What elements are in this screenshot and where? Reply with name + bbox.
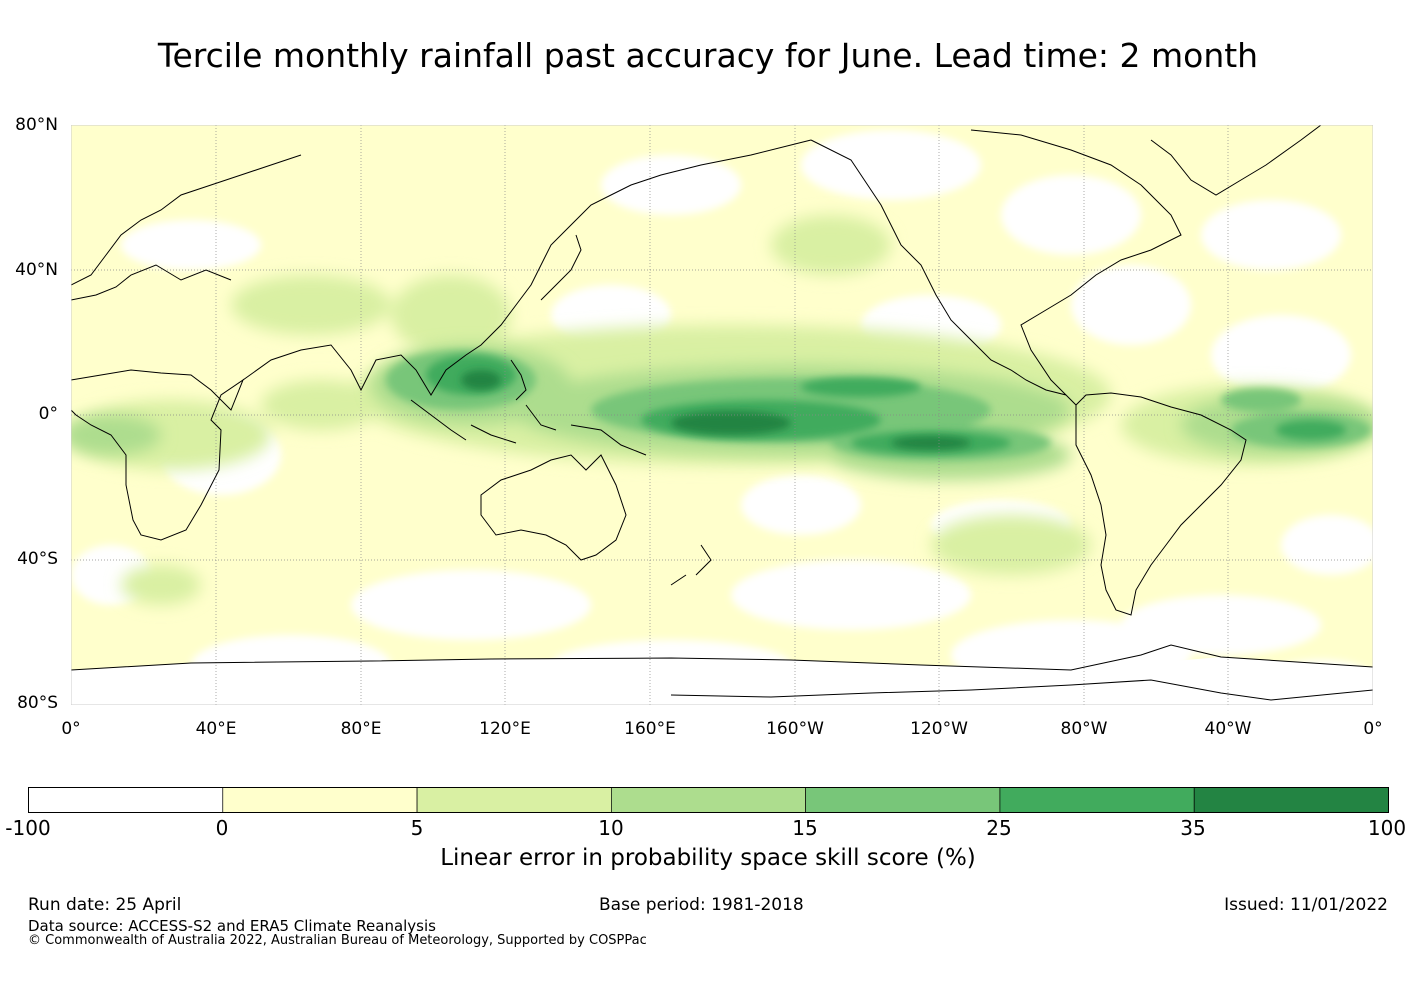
map-title: Tercile monthly rainfall past accuracy f… [157,36,1259,75]
lon-label-80e: 80°E [340,719,382,739]
colorbar-swatch [999,787,1195,813]
lat-label-80n: 80°N [15,115,58,135]
copyright: © Commonwealth of Australia 2022, Austra… [28,933,647,948]
antarctica-area [71,657,1373,705]
lon-label-80w: 80°W [1060,719,1108,739]
philippines-coast [510,359,527,401]
colorbar-tick: 5 [410,816,424,840]
lon-label-120w: 120°W [910,719,968,739]
lat-label-80s: 80°S [17,693,58,713]
coastlines [71,125,1373,701]
greenland-coast [1150,125,1322,196]
japan-coast [540,234,582,301]
lon-label-40e: 40°E [195,719,237,739]
data-source: Data source: ACCESS-S2 and ERA5 Climate … [28,917,436,935]
run-date: Run date: 25 April [28,895,182,915]
new-zealand-coast [670,544,712,586]
graticule [71,125,1373,705]
north-america-coast [810,129,1182,406]
lon-label-40w: 40°W [1204,719,1252,739]
colorbar-tick: 35 [1180,816,1206,840]
colorbar [28,787,1389,813]
antarctica-inner-coast [670,679,1373,701]
skill-score-map [71,125,1373,705]
lon-label-120e: 120°E [479,719,531,739]
asia-coast [242,139,812,396]
colorbar-tick: 0 [215,816,229,840]
colorbar-swatch [611,787,806,813]
colorbar-label: Linear error in probability space skill … [440,845,976,871]
colorbar-swatch [222,787,418,813]
lat-label-40n: 40°N [15,260,58,280]
indonesia-coast [410,399,647,456]
lon-label-160w: 160°W [766,719,824,739]
colorbar-tick: -100 [5,816,51,840]
lat-label-40s: 40°S [17,549,58,569]
lon-label-0-west: 0° [61,719,81,739]
colorbar-tick: 10 [598,816,624,840]
colorbar-tick: 100 [1367,816,1407,840]
colorbar-tick: 25 [986,816,1012,840]
australia-coast [480,454,627,561]
issued-date: Issued: 11/01/2022 [1224,895,1388,915]
colorbar-swatch [805,787,1001,813]
colorbar-swatch [28,787,224,813]
africa-coast [71,369,245,541]
antarctica-coast [71,644,1373,671]
lat-label-equator: 0° [38,404,58,424]
base-period: Base period: 1981-2018 [599,895,804,915]
colorbar-frame [28,787,1389,813]
south-america-coast [1075,392,1247,616]
skill-35-100-areas [461,370,971,450]
europe-coast [71,154,302,301]
lon-label-160e: 160°E [624,719,676,739]
lon-label-0-east: 0° [1363,719,1383,739]
colorbar-swatch [416,787,612,813]
colorbar-swatch [1193,787,1389,813]
colorbar-tick: 15 [792,816,818,840]
